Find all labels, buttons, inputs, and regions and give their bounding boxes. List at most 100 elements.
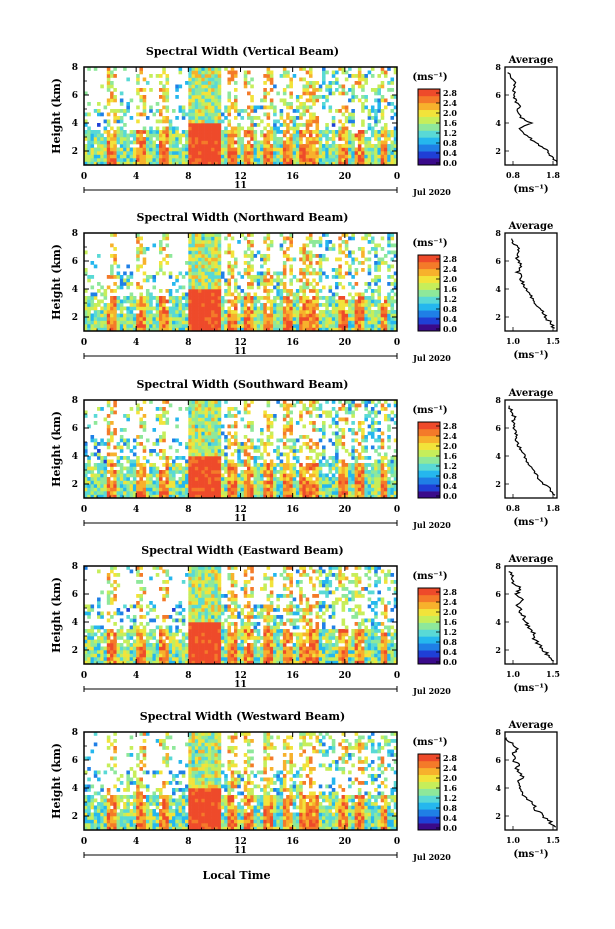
heatmap-cell [357, 158, 362, 162]
heatmap-cell [325, 88, 329, 92]
heatmap-cell [377, 88, 381, 92]
heatmap-cell [188, 247, 192, 251]
heatmap-cell [341, 151, 346, 155]
heatmap-cell [253, 463, 258, 467]
heatmap-cell [315, 289, 320, 293]
heatmap-cell [207, 278, 212, 283]
heatmap-cell [380, 306, 385, 311]
heatmap-cell [276, 289, 280, 293]
heatmap-cell [201, 67, 205, 71]
heatmap-cell [243, 74, 248, 78]
heatmap-cell [188, 116, 192, 120]
heatmap-cell [305, 470, 310, 474]
heatmap-cell [119, 470, 124, 474]
heatmap-cell [380, 324, 385, 328]
heatmap-cell [282, 144, 287, 148]
heatmap-cell [172, 317, 176, 321]
heatmap-cell [250, 480, 254, 485]
heatmap-cell [308, 473, 313, 478]
heatmap-cell [279, 282, 284, 286]
heatmap-cell [178, 327, 183, 332]
colorbar-segment [418, 268, 440, 277]
heatmap-cell [312, 299, 316, 304]
heatmap-cell [204, 247, 209, 251]
heatmap-cell [292, 292, 297, 297]
heatmap-cell [103, 147, 108, 152]
heatmap-cell [155, 494, 160, 499]
heatmap-cell [348, 320, 352, 325]
heatmap-cell [119, 463, 124, 467]
heatmap-cell [279, 98, 284, 103]
average-y-tick-label: 2 [495, 312, 501, 322]
heatmap-cell [256, 480, 261, 485]
heatmap-cell [227, 144, 232, 148]
heatmap-cell [152, 243, 157, 248]
heatmap-cell [194, 275, 199, 279]
heatmap-cell [322, 147, 326, 152]
heatmap-cell [158, 327, 163, 332]
heatmap-cell [113, 154, 117, 159]
heatmap-cell [263, 470, 267, 474]
heatmap-cell [354, 313, 359, 318]
heatmap-cell [354, 463, 359, 467]
heatmap-cell [204, 84, 209, 89]
heatmap-cell [139, 463, 143, 467]
heatmap-cell [110, 473, 114, 478]
heatmap-cell [315, 81, 320, 85]
heatmap-cell [266, 414, 271, 418]
heatmap-cell [191, 459, 196, 464]
heatmap-cell [335, 109, 339, 113]
heatmap-cell [370, 494, 375, 499]
heatmap-cell [380, 147, 385, 152]
heatmap-cell [233, 257, 238, 262]
heatmap-cell [119, 313, 124, 318]
heatmap-cell [351, 410, 355, 415]
heatmap-cell [168, 310, 173, 314]
heatmap-cell [227, 407, 232, 411]
heatmap-cell [289, 491, 293, 495]
heatmap-cell [126, 151, 130, 155]
heatmap-cell [198, 494, 202, 499]
heatmap-cell [367, 264, 372, 269]
heatmap-cell [204, 445, 209, 450]
heatmap-cell [198, 320, 202, 325]
heatmap-cell [289, 289, 293, 293]
heatmap-cell [149, 147, 153, 152]
heatmap-cell [123, 456, 127, 460]
heatmap-cell [289, 438, 293, 443]
heatmap-cell [126, 466, 130, 471]
heatmap-cell [149, 151, 153, 155]
heatmap-cell [126, 140, 130, 145]
heatmap-cell [292, 317, 297, 321]
heatmap-cell [201, 324, 205, 328]
heatmap-cell [240, 317, 245, 321]
heatmap-cell [390, 116, 395, 120]
heatmap-cell [380, 84, 385, 89]
heatmap-cell [103, 306, 108, 311]
heatmap-cell [361, 247, 365, 251]
heatmap-cell [331, 116, 336, 120]
heatmap-cell [230, 105, 235, 110]
heatmap-cell [191, 278, 196, 283]
heatmap-cell [302, 470, 307, 474]
heatmap-cell [370, 424, 375, 429]
heatmap-cell [198, 250, 202, 255]
heatmap-cell [305, 250, 310, 255]
heatmap-cell [328, 310, 333, 314]
heatmap-cell [331, 123, 336, 127]
heatmap-cell [351, 296, 355, 300]
heatmap-cell [237, 240, 241, 244]
heatmap-cell [295, 473, 300, 478]
heatmap-cell [110, 310, 114, 314]
heatmap-cell [201, 410, 205, 415]
heatmap-cell [123, 313, 127, 318]
heatmap-cell [90, 292, 95, 297]
heatmap-cell [214, 435, 218, 439]
heatmap-cell [204, 407, 209, 411]
heatmap-cell [191, 320, 196, 325]
heatmap-cell [201, 292, 205, 297]
heatmap-cell [129, 151, 134, 155]
heatmap-cell [132, 452, 137, 457]
heatmap-cell [240, 289, 245, 293]
heatmap-cell [204, 67, 209, 71]
